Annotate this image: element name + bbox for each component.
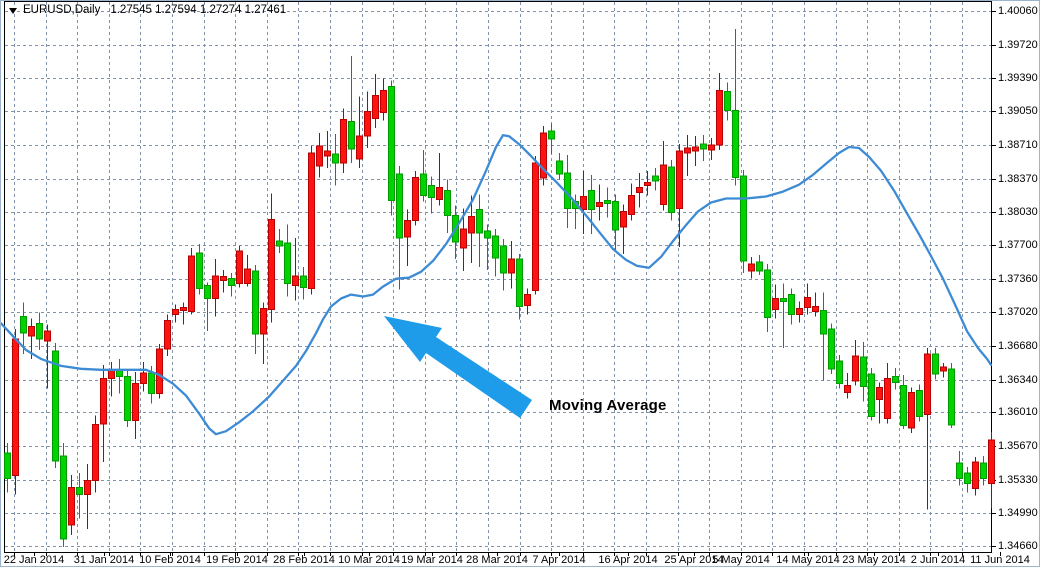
price-axis-label: 1.37700 (998, 238, 1038, 251)
price-axis-label: 1.38370 (998, 172, 1038, 185)
date-axis-label: 23 May 2014 (842, 554, 906, 566)
price-axis-label: 1.35670 (998, 439, 1038, 452)
date-axis-label: 31 Jan 2014 (73, 554, 135, 566)
price-axis-label: 1.35330 (998, 473, 1038, 486)
date-axis-label: 28 Mar 2014 (466, 554, 528, 566)
price-axis-label: 1.38710 (998, 138, 1038, 151)
price-axis-label: 1.36680 (998, 339, 1038, 352)
price-axis-label: 1.39050 (998, 104, 1038, 117)
price-axis-label: 1.37360 (998, 272, 1038, 285)
ohlc-values: 1.27545 1.27594 1.27274 1.27461 (110, 4, 287, 16)
date-axis-label: 28 Feb 2014 (273, 554, 335, 566)
date-axis-label: 16 Apr 2014 (598, 554, 658, 566)
date-axis-label: 11 Jun 2014 (970, 554, 1030, 566)
date-axis-label: 10 Feb 2014 (139, 554, 201, 566)
date-axis-label: 7 Apr 2014 (532, 554, 586, 566)
price-axis-label: 1.37020 (998, 305, 1038, 318)
annotation-arrow (384, 316, 532, 418)
chart-title: EURUSD,Daily 1.27545 1.27594 1.27274 1.2… (9, 4, 286, 16)
moving-average-line (1, 134, 993, 436)
date-axis-label: 22 Jan 2014 (3, 554, 65, 566)
date-axis-label: 5 May 2014 (712, 554, 770, 566)
date-axis-label: 14 May 2014 (776, 554, 840, 566)
date-axis-label: 19 Feb 2014 (206, 554, 268, 566)
date-axis-label: 2 Jun 2014 (910, 554, 966, 566)
price-axis-label: 1.40060 (998, 4, 1038, 17)
date-axis-label: 10 Mar 2014 (338, 554, 400, 566)
price-axis-label: 1.36340 (998, 373, 1038, 386)
date-axis-label: 25 Apr 2014 (664, 554, 724, 566)
price-axis-label: 1.39390 (998, 71, 1038, 84)
price-axis-label: 1.34660 (998, 539, 1038, 552)
symbol-dropdown-icon[interactable] (9, 7, 17, 14)
date-axis-label: 19 Mar 2014 (401, 554, 463, 566)
ma-annotation-label: Moving Average (549, 397, 667, 414)
symbol-period-label: EURUSD,Daily (23, 4, 101, 16)
price-axis-label: 1.34990 (998, 506, 1038, 519)
price-axis-label: 1.38030 (998, 205, 1038, 218)
price-axis-label: 1.36010 (998, 405, 1038, 418)
price-axis-label: 1.39720 (998, 38, 1038, 51)
